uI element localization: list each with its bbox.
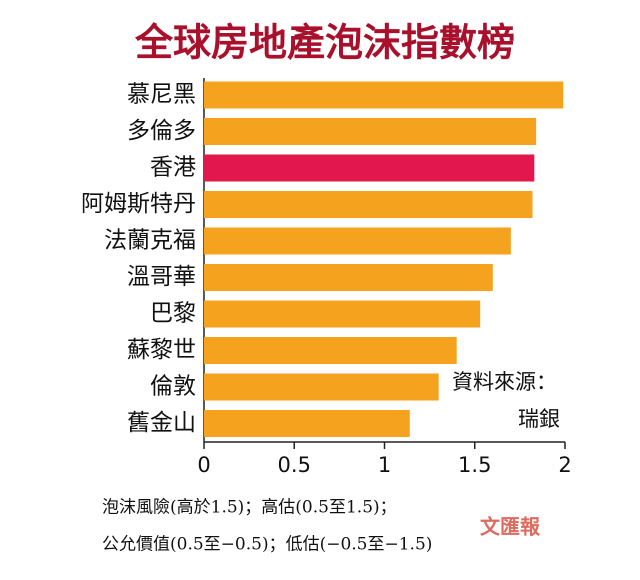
y-tick-label: 法蘭克福: [104, 228, 196, 254]
x-tick-label: 2: [558, 453, 571, 477]
bar: [204, 264, 493, 291]
note: 公允價值(0.5至−0.5)；低估(−0.5至−1.5): [102, 535, 432, 555]
x-tick-label: 0.5: [278, 453, 311, 477]
y-tick-label: 阿姆斯特丹: [81, 191, 196, 217]
y-tick-label: 多倫多: [127, 118, 196, 144]
x-tick-label: 1: [378, 453, 391, 477]
y-tick-label: 慕尼黑: [127, 82, 196, 108]
y-tick-label: 倫敦: [150, 374, 196, 400]
y-tick-label: 舊金山: [127, 410, 196, 436]
source-label: 資料來源：: [452, 370, 557, 394]
bar: [204, 227, 511, 255]
note: 泡沫風險(高於1.5)；高估(0.5至1.5)；: [102, 498, 397, 518]
bar: [204, 410, 410, 437]
source: 瑞銀: [518, 407, 560, 431]
chart-title: 全球房地產泡沫指數榜: [134, 20, 515, 65]
bar: [204, 191, 533, 218]
bar: [204, 81, 564, 109]
bar: [204, 337, 457, 364]
y-tick-label: 蘇黎世: [127, 337, 196, 363]
bar: [204, 373, 439, 401]
bar: [204, 154, 535, 182]
x-tick-label: 0: [197, 453, 210, 477]
watermark: 文匯報: [480, 515, 541, 539]
x-tick-label: 1.5: [458, 453, 491, 477]
bar: [204, 300, 481, 328]
y-tick-label: 巴黎: [150, 301, 196, 327]
bar: [204, 118, 537, 145]
y-tick-label: 溫哥華: [127, 264, 196, 290]
y-tick-label: 香港: [150, 155, 196, 181]
